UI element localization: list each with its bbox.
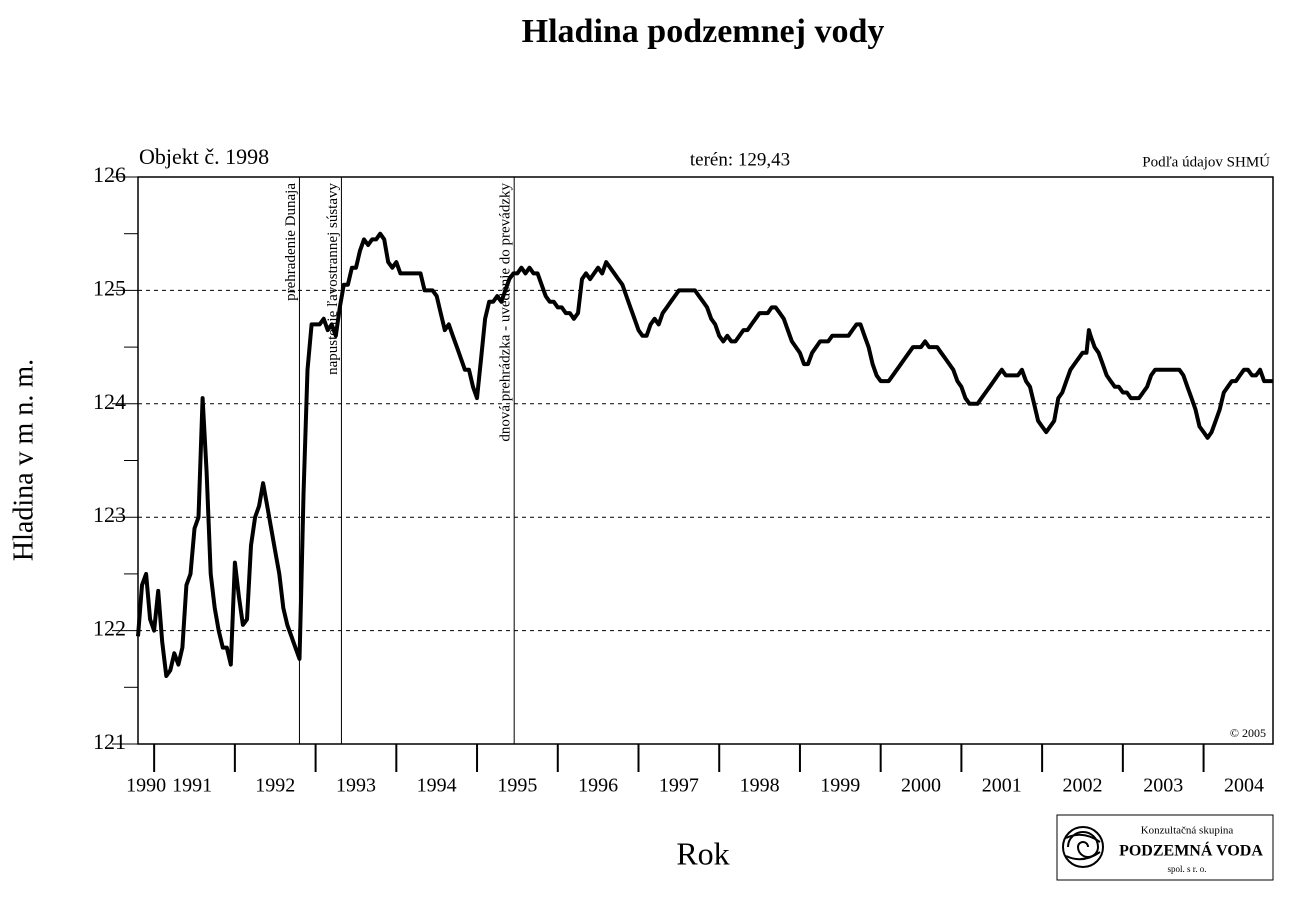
logo-box <box>1056 814 1274 881</box>
x-tick-label: 2000 <box>901 775 941 797</box>
x-axis-label: Rok <box>676 835 729 871</box>
y-tick-label: 125 <box>93 275 126 300</box>
data-line <box>136 231 1273 678</box>
x-tick-label: 2004 <box>1224 775 1264 797</box>
x-tick-label: 1996 <box>578 775 618 797</box>
x-tick-label: 1997 <box>659 775 699 797</box>
y-tick-label: 122 <box>93 616 126 641</box>
logo-line1: Konzultačná skupina <box>1141 825 1234 837</box>
y-axis-label: Hladina v m n. m. <box>8 359 39 561</box>
event-label: dnová prehrádzka - uvedenie do prevádzky <box>498 183 514 442</box>
x-tick-label: 1991 <box>172 775 212 797</box>
x-tick-label: 2003 <box>1143 775 1183 797</box>
y-tick-label: 121 <box>93 729 126 754</box>
copyright: © 2005 <box>1230 726 1266 740</box>
y-tick-label: 124 <box>93 389 126 414</box>
x-tick-label: 1990 <box>126 775 166 797</box>
y-tick-label: 123 <box>93 502 126 527</box>
x-tick-label: 1995 <box>497 775 537 797</box>
x-tick-label: 1994 <box>417 775 457 797</box>
x-tick-label: 1998 <box>740 775 780 797</box>
x-tick-label: 1999 <box>820 775 860 797</box>
source-label: Podľa údajov SHMÚ <box>1142 153 1270 170</box>
logo-line3: spol. s r. o. <box>1167 864 1206 874</box>
logo-line2: PODZEMNÁ VODA <box>1119 841 1263 860</box>
event-label: napustenie ľavostrannej sústavy <box>325 183 341 375</box>
logo: Konzultačná skupina PODZEMNÁ VODA spol. … <box>1056 814 1274 881</box>
event-label: prehradenie Dunaja <box>283 183 299 301</box>
object-label: Objekt č. 1998 <box>139 144 269 169</box>
x-tick-label: 2001 <box>982 775 1022 797</box>
logo-icon <box>1062 826 1104 868</box>
x-tick-label: 2002 <box>1062 775 1102 797</box>
chart-title: Hladina podzemnej vody <box>522 13 885 50</box>
x-tick-label: 1992 <box>255 775 295 797</box>
plot-frame <box>137 176 1274 745</box>
x-tick-label: 1993 <box>336 775 376 797</box>
y-tick-label: 126 <box>93 162 126 187</box>
terrain-label: terén: 129,43 <box>690 149 790 170</box>
